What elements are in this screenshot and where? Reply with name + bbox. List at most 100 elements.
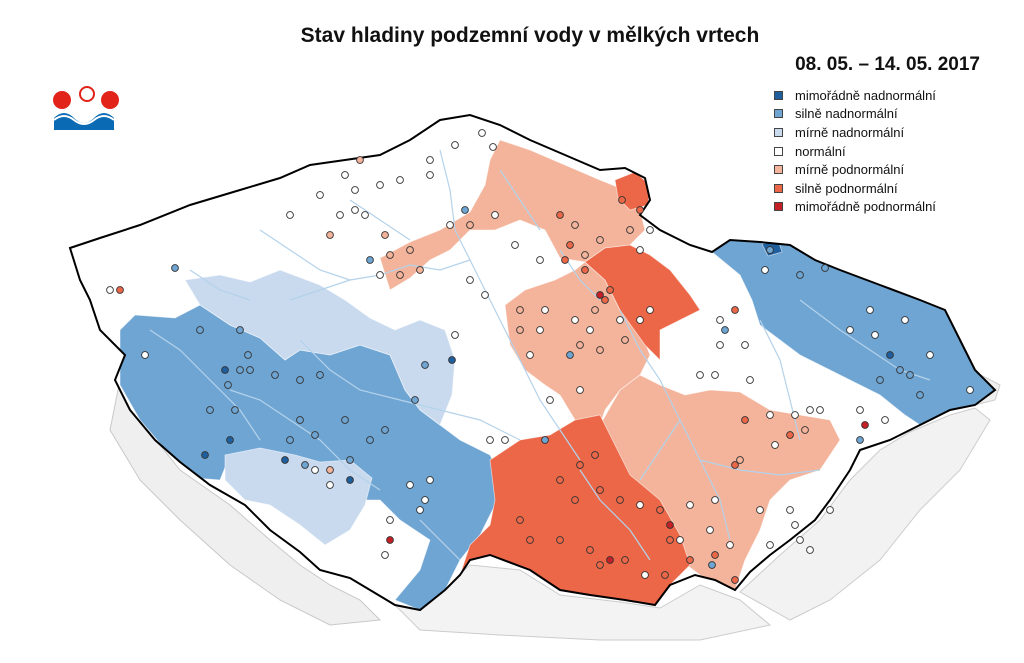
well-marker bbox=[731, 576, 739, 584]
well-marker bbox=[846, 326, 854, 334]
well-marker bbox=[926, 351, 934, 359]
well-marker bbox=[711, 551, 719, 559]
well-marker bbox=[366, 436, 374, 444]
well-marker bbox=[708, 561, 716, 569]
well-marker bbox=[616, 496, 624, 504]
legend-swatch bbox=[774, 165, 783, 175]
well-marker bbox=[466, 221, 474, 229]
well-marker bbox=[856, 436, 864, 444]
legend-label: silně podnormální bbox=[795, 180, 898, 196]
well-marker bbox=[386, 251, 394, 259]
well-marker bbox=[326, 231, 334, 239]
well-marker bbox=[386, 516, 394, 524]
well-marker bbox=[341, 416, 349, 424]
well-marker bbox=[686, 501, 694, 509]
well-marker bbox=[916, 391, 924, 399]
well-marker bbox=[661, 571, 669, 579]
legend-label: mírně podnormální bbox=[795, 162, 905, 178]
well-marker bbox=[876, 376, 884, 384]
well-marker bbox=[351, 206, 359, 214]
well-marker bbox=[596, 346, 604, 354]
well-marker bbox=[466, 276, 474, 284]
neighbour-area-southwest bbox=[109, 378, 382, 626]
legend-item: mírně podnormální bbox=[774, 160, 936, 179]
well-marker bbox=[646, 226, 654, 234]
well-marker bbox=[491, 211, 499, 219]
well-marker bbox=[686, 556, 694, 564]
well-marker bbox=[481, 291, 489, 299]
well-marker bbox=[771, 441, 779, 449]
well-marker bbox=[716, 316, 724, 324]
well-marker bbox=[221, 366, 229, 374]
well-marker bbox=[341, 171, 349, 179]
well-marker bbox=[286, 211, 294, 219]
well-marker bbox=[606, 286, 614, 294]
well-marker bbox=[906, 371, 914, 379]
well-marker bbox=[448, 356, 456, 364]
well-marker bbox=[761, 266, 769, 274]
well-marker bbox=[351, 186, 359, 194]
well-marker bbox=[766, 541, 774, 549]
well-marker bbox=[796, 271, 804, 279]
well-marker bbox=[636, 206, 644, 214]
well-marker bbox=[356, 156, 364, 164]
well-marker bbox=[896, 366, 904, 374]
well-marker bbox=[636, 246, 644, 254]
well-marker bbox=[566, 351, 574, 359]
well-marker bbox=[676, 536, 684, 544]
legend-label: mírně nadnormální bbox=[795, 124, 905, 140]
legend-swatch bbox=[774, 146, 783, 156]
well-marker bbox=[881, 416, 889, 424]
well-marker bbox=[426, 156, 434, 164]
well-marker bbox=[556, 476, 564, 484]
neighbour-area-south bbox=[394, 564, 772, 641]
legend-item: mimořádně podnormální bbox=[774, 198, 936, 217]
well-marker bbox=[236, 326, 244, 334]
well-marker bbox=[421, 496, 429, 504]
well-marker bbox=[606, 556, 614, 564]
well-marker bbox=[244, 351, 252, 359]
legend-label: normální bbox=[795, 143, 846, 159]
well-marker bbox=[576, 341, 584, 349]
well-marker bbox=[901, 316, 909, 324]
legend-item: mimořádně nadnormální bbox=[774, 86, 936, 105]
well-marker bbox=[526, 351, 534, 359]
well-marker bbox=[536, 256, 544, 264]
well-marker bbox=[556, 211, 564, 219]
well-marker bbox=[106, 286, 114, 294]
well-marker bbox=[766, 411, 774, 419]
well-marker bbox=[816, 406, 824, 414]
well-marker bbox=[196, 326, 204, 334]
well-marker bbox=[296, 416, 304, 424]
region-mirne-nadnormalni-southwest bbox=[224, 447, 373, 546]
well-marker bbox=[461, 206, 469, 214]
well-marker bbox=[856, 406, 864, 414]
well-marker bbox=[231, 406, 239, 414]
well-marker bbox=[396, 176, 404, 184]
well-marker bbox=[376, 271, 384, 279]
well-marker bbox=[666, 521, 674, 529]
well-marker bbox=[316, 191, 324, 199]
well-marker bbox=[731, 306, 739, 314]
well-marker bbox=[486, 436, 494, 444]
well-marker bbox=[366, 256, 374, 264]
well-marker bbox=[741, 416, 749, 424]
well-marker bbox=[596, 561, 604, 569]
well-marker bbox=[561, 256, 569, 264]
well-marker bbox=[541, 306, 549, 314]
well-marker bbox=[556, 536, 564, 544]
well-marker bbox=[766, 246, 774, 254]
well-marker bbox=[621, 556, 629, 564]
legend-swatch bbox=[774, 183, 783, 193]
well-marker bbox=[806, 406, 814, 414]
well-marker bbox=[741, 341, 749, 349]
well-marker bbox=[586, 326, 594, 334]
legend-item: mírně nadnormální bbox=[774, 123, 936, 142]
well-marker bbox=[601, 296, 609, 304]
well-marker bbox=[226, 436, 234, 444]
legend-item: silně podnormální bbox=[774, 179, 936, 198]
well-marker bbox=[546, 396, 554, 404]
well-marker bbox=[736, 456, 744, 464]
well-marker bbox=[596, 236, 604, 244]
well-marker bbox=[886, 351, 894, 359]
